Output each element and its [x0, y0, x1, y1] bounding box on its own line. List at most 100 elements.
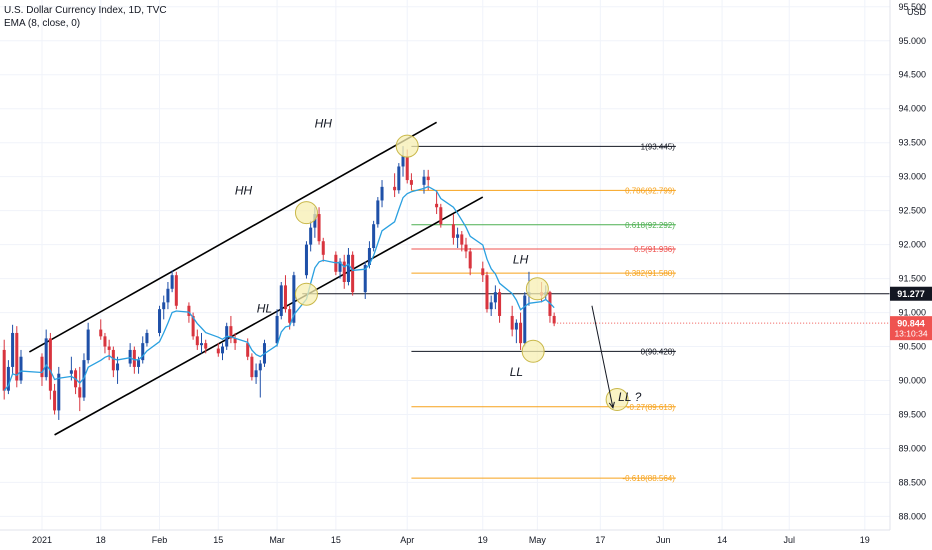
pattern-label: LL: [510, 365, 523, 379]
candle-body: [78, 387, 82, 398]
fib-level-label: 0.5(91.936): [634, 245, 675, 254]
candle-body: [367, 248, 371, 265]
arrow-head: [608, 401, 615, 409]
candle-body: [460, 234, 464, 245]
candle-body: [11, 332, 15, 367]
time-tick-label: 18: [96, 535, 106, 545]
candle-body: [216, 348, 220, 354]
candle-body: [510, 315, 514, 330]
candle-body: [86, 329, 90, 361]
price-tick-label: 93.500: [898, 138, 926, 148]
candle-body: [229, 326, 233, 339]
time-tick-label: Feb: [152, 535, 168, 545]
candle-body: [346, 254, 350, 282]
candle-body: [376, 200, 380, 225]
candle-body: [116, 363, 120, 371]
candle-body: [409, 180, 413, 185]
candle-body: [422, 176, 426, 185]
level-price-tag: [890, 286, 932, 301]
ema-line: [3, 185, 555, 392]
arrow-shaft: [591, 305, 614, 408]
candle-body: [464, 244, 468, 252]
candle-body: [53, 390, 57, 411]
pattern-label: HH: [235, 183, 253, 197]
symbol-title[interactable]: U.S. Dollar Currency Index, 1D, TVC: [4, 5, 167, 16]
last-price-tag-text: 90.844: [897, 319, 925, 329]
currency-label: USD: [907, 7, 927, 17]
candle-body: [254, 370, 258, 378]
candle-body: [233, 338, 237, 344]
price-tick-label: 88.500: [898, 477, 926, 487]
highlight-ellipse: [605, 388, 629, 412]
time-tick-label: 15: [331, 535, 341, 545]
candle-body: [288, 309, 292, 323]
candle-body: [451, 224, 455, 238]
pattern-annotations: HH HH HL LH LL LL ?: [235, 117, 642, 404]
candle-body: [313, 214, 317, 228]
price-tick-label: 89.000: [898, 443, 926, 453]
candle-body: [166, 288, 170, 303]
candle-body: [485, 275, 489, 310]
time-tick-label: May: [529, 535, 547, 545]
level-price-tag-text: 91.277: [897, 289, 925, 299]
highlight-ellipses[interactable]: [294, 134, 629, 412]
candle-body: [57, 373, 61, 411]
price-tick-label: 90.000: [898, 376, 926, 386]
candle-body: [321, 241, 325, 255]
candle-body: [523, 295, 527, 344]
price-tick-label: 91.000: [898, 308, 926, 318]
channel-lower-line: [54, 196, 484, 436]
candle-body: [246, 343, 250, 357]
pattern-label: HH: [315, 117, 333, 131]
highlight-ellipse: [395, 134, 419, 158]
candle-body: [141, 343, 145, 361]
candle-body: [493, 292, 497, 303]
candle-body: [317, 214, 321, 242]
candle-body: [304, 244, 308, 276]
candle-body: [2, 349, 6, 391]
time-axis[interactable]: 2021 18 Feb 15 Mar 15 Apr 19 May 17 Jun 14 Jul 19: [0, 529, 890, 545]
ema-indicator-label[interactable]: EMA (8, close, 0): [4, 18, 81, 29]
candle-body: [132, 349, 136, 367]
candle-body: [397, 166, 401, 191]
candle-body: [220, 346, 225, 354]
fib-level-label: -0.27(89.613): [627, 403, 675, 412]
projection-arrow[interactable]: [591, 305, 615, 409]
candle-body: [338, 261, 342, 272]
candle-body: [158, 309, 162, 333]
price-axis[interactable]: 95.500 95.000 94.500 94.000 93.500 93.000 92.5…: [889, 0, 927, 530]
time-tick-label: Mar: [269, 535, 285, 545]
candle-body: [6, 366, 10, 391]
fib-level-label: 0.382(91.580): [625, 269, 675, 278]
candle-body: [199, 343, 204, 346]
price-tick-label: 89.500: [898, 409, 926, 419]
price-tick-label: 94.500: [898, 70, 926, 80]
fibonacci-retracement[interactable]: 1(93.445) 0.786(92.799) 0.618(92.292) 0.5(9…: [411, 142, 676, 483]
candle-body: [170, 275, 174, 289]
candlestick-series: [2, 146, 556, 420]
candle-body: [174, 275, 178, 306]
candle-body: [342, 261, 346, 282]
candle-body: [393, 186, 397, 191]
price-tick-label: 95.000: [898, 36, 926, 46]
candle-body: [40, 356, 44, 378]
trend-channel[interactable]: [28, 121, 484, 436]
price-tick-label: 93.000: [898, 172, 926, 182]
chart-legend: U.S. Dollar Currency Index, 1D, TVC EMA …: [4, 4, 167, 30]
highlight-ellipse: [525, 277, 549, 301]
pattern-label: HL: [257, 302, 272, 316]
candle-body: [99, 329, 103, 337]
bar-countdown-text: 13:10:34: [894, 329, 927, 339]
price-tick-label: 92.500: [898, 206, 926, 216]
candle-body: [191, 315, 195, 337]
candle-body: [250, 356, 254, 378]
candle-body: [204, 343, 208, 349]
candle-body: [363, 265, 367, 293]
candle-body: [275, 315, 279, 344]
candle-body: [48, 338, 52, 391]
fib-level-label: 0.786(92.799): [625, 186, 675, 195]
candle-body: [103, 336, 107, 347]
fib-level-label: 0(90.428): [641, 347, 676, 356]
candle-body: [19, 356, 23, 381]
